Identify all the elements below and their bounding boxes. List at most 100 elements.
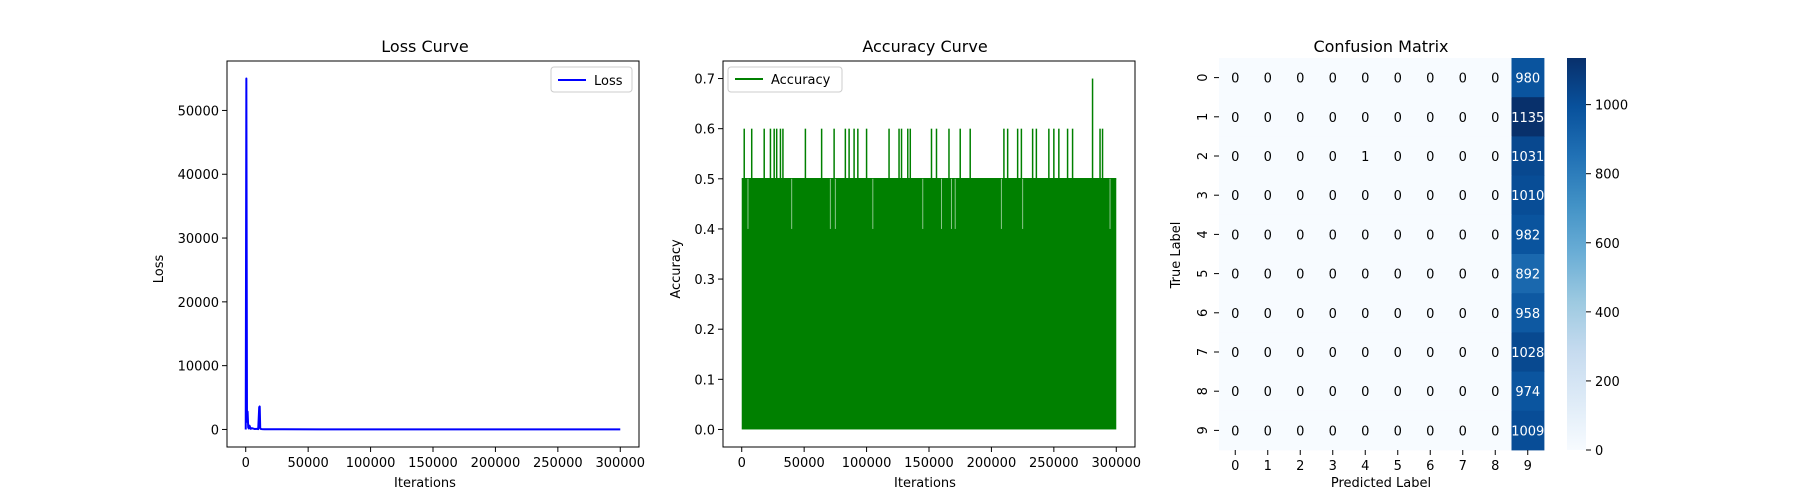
- cm-cell: [1219, 97, 1252, 137]
- cm-cell: [1381, 214, 1415, 255]
- cm-cell: [1284, 371, 1317, 412]
- cm-cell: [1284, 97, 1317, 137]
- cm-cell-value: 0: [1231, 307, 1239, 322]
- colorbar-tick-label: 600: [1595, 237, 1620, 252]
- cm-cell: [1511, 136, 1545, 176]
- cm-cell: [1251, 97, 1285, 137]
- cm-cell: [1479, 58, 1512, 98]
- cm-cell: [1219, 254, 1252, 294]
- cm-cell-value: 0: [1329, 268, 1337, 283]
- cm-cell-value: 0: [1459, 150, 1467, 165]
- cm-cell: [1446, 254, 1480, 294]
- cm-cell: [1414, 371, 1447, 412]
- accuracy-legend: Accuracy: [727, 66, 843, 93]
- cm-cell: [1479, 371, 1512, 412]
- cm-cell-value: 0: [1264, 111, 1272, 126]
- cm-cell: [1316, 410, 1350, 451]
- cm-cell: [1251, 254, 1285, 294]
- loss-y-tick-label: 20000: [178, 296, 219, 311]
- cm-cell-value: 1135: [1511, 111, 1544, 126]
- cm-cell: [1251, 293, 1285, 333]
- cm-cell: [1284, 136, 1317, 176]
- cm-cell-value: 0: [1491, 307, 1499, 322]
- cm-cell-value: 0: [1491, 268, 1499, 283]
- cm-cell: [1511, 97, 1545, 137]
- confusion-matrix-panel: Confusion Matrix Predicted Label True La…: [1169, 37, 1628, 491]
- cm-cell: [1446, 136, 1480, 176]
- accuracy-y-axis-label: Accuracy: [669, 239, 684, 299]
- cm-cell-value: 0: [1296, 228, 1304, 243]
- cm-cell-value: 0: [1329, 228, 1337, 243]
- cm-cell: [1316, 371, 1350, 412]
- accuracy-x-tick-label: 50000: [783, 456, 824, 471]
- colorbar-tick-label: 0: [1595, 444, 1603, 459]
- cm-y-tick-label: 9: [1196, 426, 1211, 434]
- cm-cell: [1284, 254, 1317, 294]
- cm-cell-value: 0: [1426, 346, 1434, 361]
- cm-cell: [1284, 293, 1317, 333]
- loss-y-tick-label: 40000: [178, 168, 219, 183]
- cm-x-tick-label: 2: [1296, 459, 1304, 474]
- cm-cell-value: 0: [1329, 111, 1337, 126]
- cm-cell-value: 892: [1515, 268, 1540, 283]
- accuracy-x-tick-label: 0: [738, 456, 746, 471]
- cm-cell: [1479, 97, 1512, 137]
- cm-cell: [1511, 332, 1545, 372]
- cm-cell: [1511, 293, 1545, 333]
- cm-cell: [1414, 97, 1447, 137]
- cm-cell-value: 974: [1515, 385, 1540, 400]
- cm-y-tick-label: 1: [1196, 113, 1211, 121]
- cm-cell: [1479, 293, 1512, 333]
- cm-cell: [1446, 293, 1480, 333]
- cm-cell: [1219, 293, 1252, 333]
- cm-cell: [1479, 332, 1512, 372]
- cm-cell-value: 0: [1426, 307, 1434, 322]
- cm-cell: [1219, 410, 1252, 451]
- cm-cell: [1381, 410, 1415, 451]
- cm-cell-value: 0: [1459, 346, 1467, 361]
- cm-cell: [1479, 254, 1512, 294]
- accuracy-y-tick-label: 0.5: [694, 173, 715, 188]
- cm-cell: [1219, 332, 1252, 372]
- cm-cell-value: 1031: [1511, 150, 1544, 165]
- accuracy-legend-box: [727, 66, 843, 93]
- cm-cell-value: 0: [1491, 424, 1499, 439]
- loss-legend-box: [550, 66, 633, 93]
- cm-cell: [1511, 410, 1545, 451]
- colorbar-tick-label: 400: [1595, 306, 1620, 321]
- cm-cell-value: 982: [1515, 228, 1540, 243]
- loss-y-tick-label: 0: [211, 423, 219, 438]
- cm-cell-value: 1010: [1511, 189, 1544, 204]
- cm-cell: [1446, 332, 1480, 372]
- cm-cell: [1284, 214, 1317, 255]
- accuracy-legend-label: Accuracy: [771, 73, 831, 88]
- loss-x-tick-label: 100000: [346, 456, 396, 471]
- cm-cell-value: 0: [1264, 150, 1272, 165]
- cm-cell-value: 0: [1329, 385, 1337, 400]
- cm-y-tick-label: 7: [1196, 348, 1211, 356]
- cm-cell: [1349, 332, 1382, 372]
- cm-y-tick-label: 5: [1196, 269, 1211, 277]
- cm-cell: [1251, 175, 1285, 216]
- cm-cell-value: 0: [1329, 346, 1337, 361]
- cm-cell: [1349, 293, 1382, 333]
- loss-x-axis-label: Iterations: [394, 476, 456, 491]
- cm-cell-value: 0: [1394, 72, 1402, 87]
- cm-cell: [1251, 410, 1285, 451]
- cm-cell: [1284, 175, 1317, 216]
- cm-cell-value: 0: [1491, 189, 1499, 204]
- cm-cell: [1219, 175, 1252, 216]
- cm-cell-value: 0: [1329, 424, 1337, 439]
- cm-cell-value: 0: [1394, 307, 1402, 322]
- cm-cell-value: 0: [1361, 189, 1369, 204]
- cm-cell-value: 0: [1264, 268, 1272, 283]
- cm-cell-value: 0: [1329, 307, 1337, 322]
- cm-cell: [1479, 214, 1512, 255]
- cm-cell-value: 0: [1394, 268, 1402, 283]
- confusion-matrix-title: Confusion Matrix: [1313, 37, 1448, 56]
- cm-cell: [1251, 214, 1285, 255]
- cm-cell-value: 0: [1361, 385, 1369, 400]
- cm-cell-value: 0: [1491, 111, 1499, 126]
- confusion-matrix-y-axis-label: True Label: [1169, 222, 1184, 290]
